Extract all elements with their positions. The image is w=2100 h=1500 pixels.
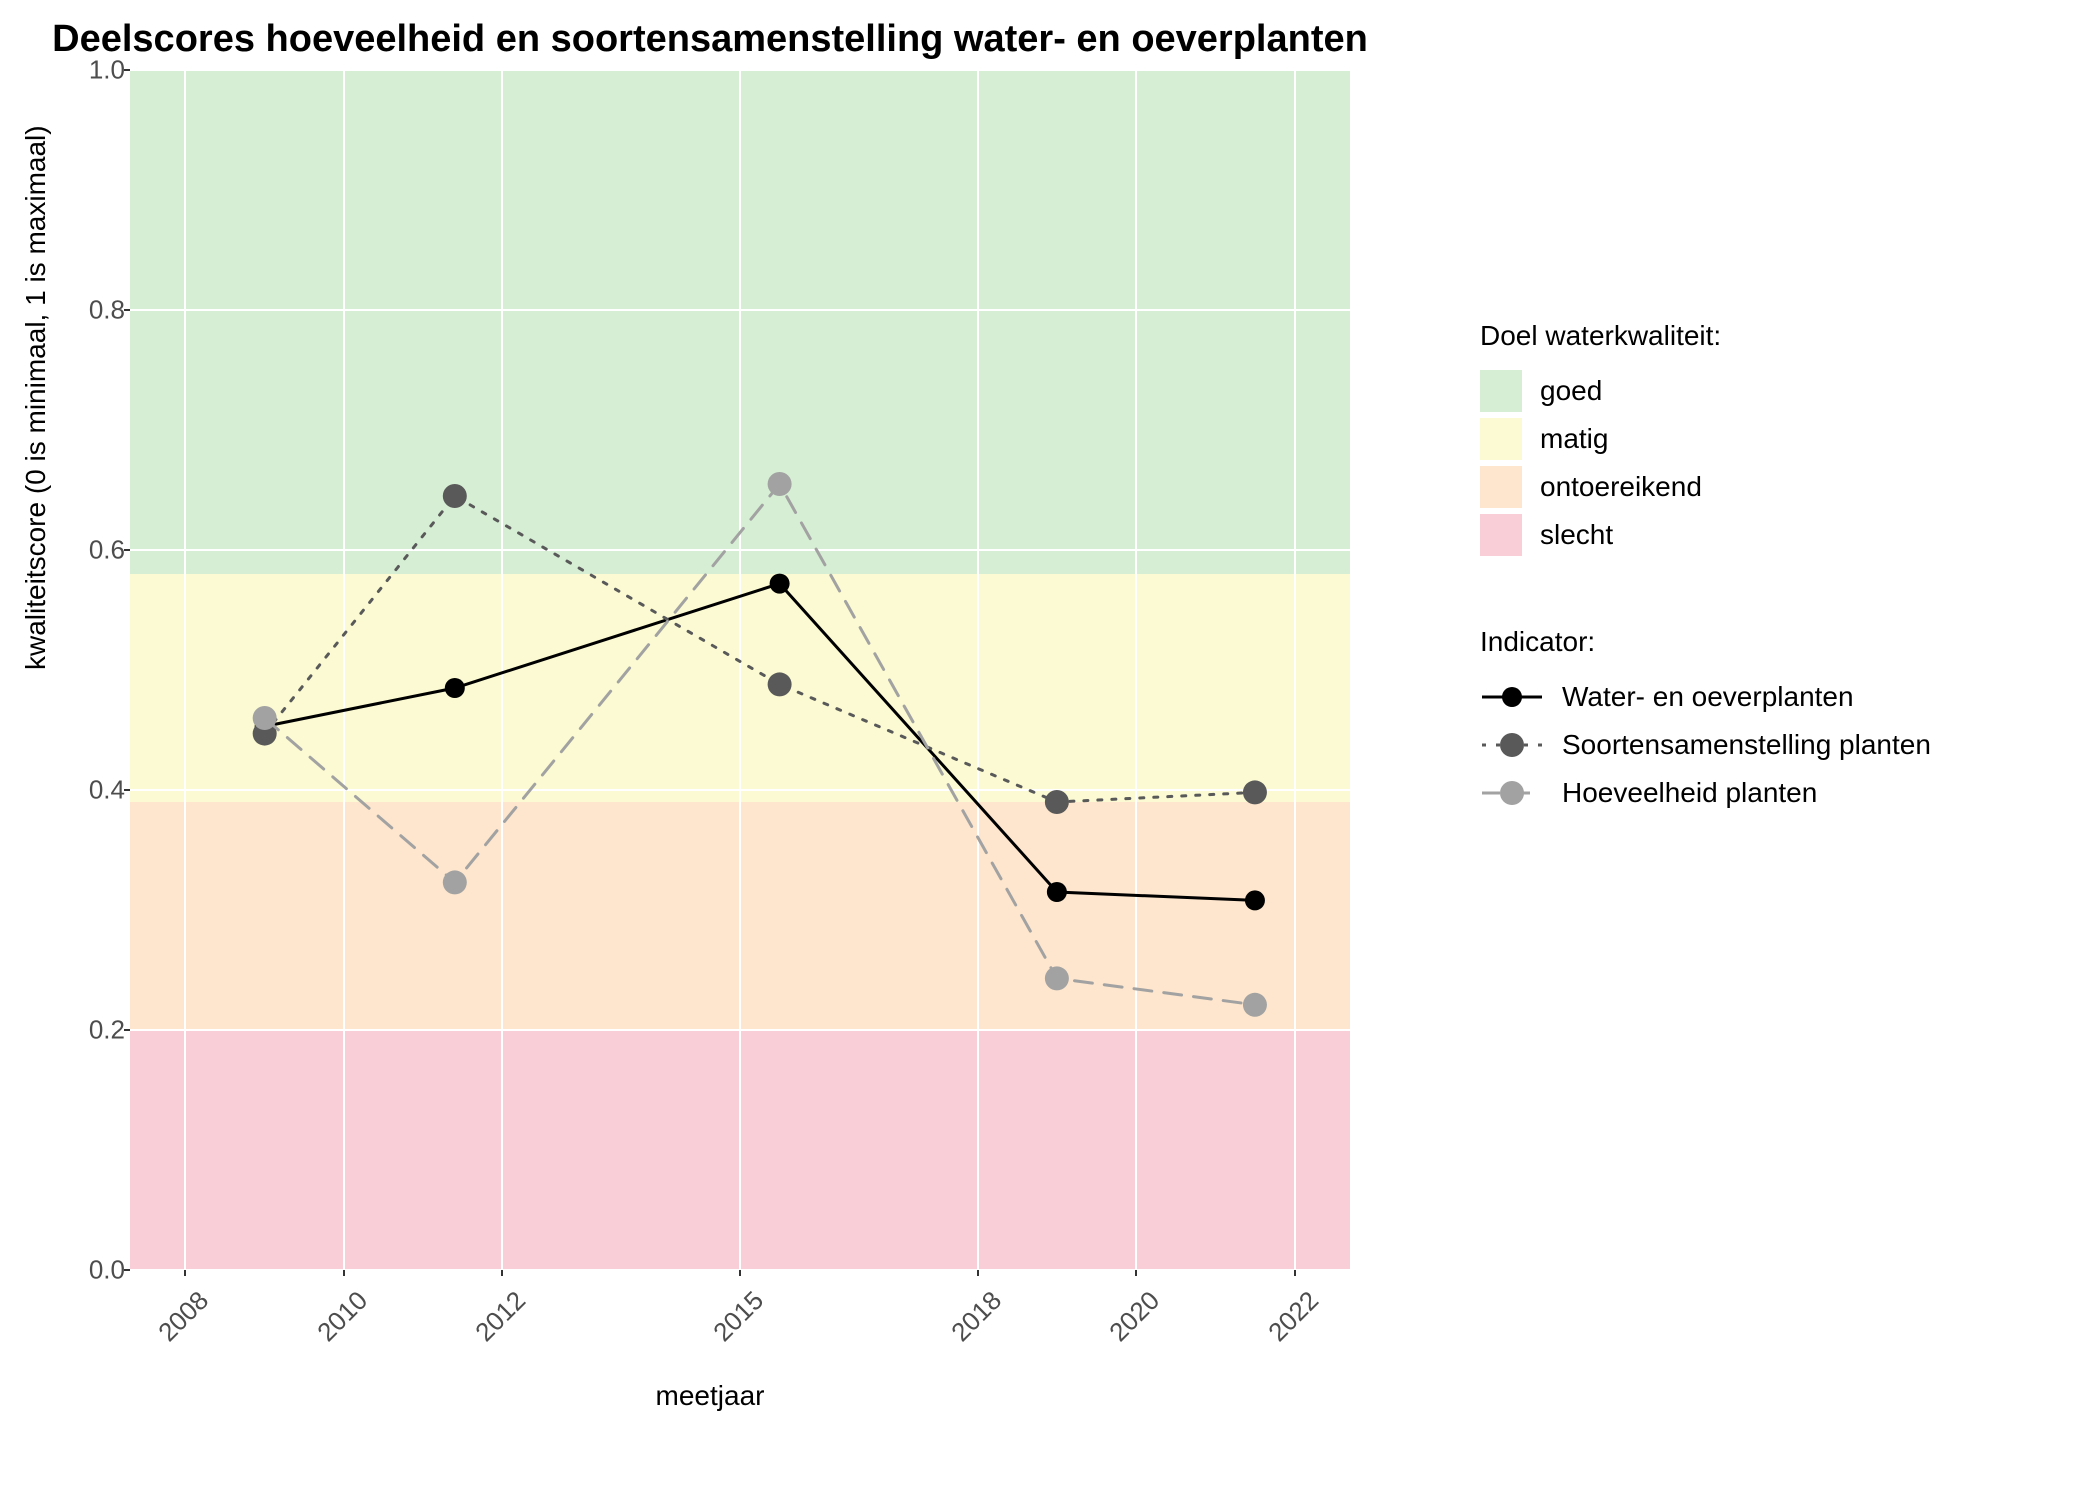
chart-lines-svg xyxy=(130,70,1350,1270)
chart-panel: Deelscores hoeveelheid en soortensamenst… xyxy=(0,0,1420,1500)
series-line xyxy=(265,496,1255,802)
legend-series-label: Soortensamenstelling planten xyxy=(1562,729,1931,761)
series-marker xyxy=(445,678,465,698)
legend-band-swatch xyxy=(1480,370,1522,412)
series-marker xyxy=(443,484,467,508)
y-axis-label: kwaliteitscore (0 is minimaal, 1 is maxi… xyxy=(20,125,52,670)
x-tick-mark xyxy=(501,1270,503,1276)
x-axis-label: meetjaar xyxy=(0,1380,1420,1412)
series-marker xyxy=(1047,882,1067,902)
legend-band-swatch xyxy=(1480,466,1522,508)
legend-bands-title: Doel waterkwaliteit: xyxy=(1480,320,2100,352)
chart-title: Deelscores hoeveelheid en soortensamenst… xyxy=(0,18,1420,61)
x-tick-label: 2015 xyxy=(691,1285,769,1363)
page-root: Deelscores hoeveelheid en soortensamenst… xyxy=(0,0,2100,1500)
legend-series-label: Hoeveelheid planten xyxy=(1562,777,1817,809)
legend-band-label: slecht xyxy=(1540,519,1613,551)
legend-band-swatch xyxy=(1480,514,1522,556)
x-tick-label: 2010 xyxy=(295,1285,373,1363)
plot-area xyxy=(130,70,1350,1270)
y-tick-mark xyxy=(124,789,130,791)
legend-band-row: goed xyxy=(1480,370,2100,412)
y-tick-label: 0.6 xyxy=(85,535,125,566)
y-tick-label: 0.2 xyxy=(85,1015,125,1046)
legend-band-row: ontoereikend xyxy=(1480,466,2100,508)
series-line xyxy=(265,484,1255,1005)
legend-series-swatch xyxy=(1480,724,1544,766)
legend-series-row: Soortensamenstelling planten xyxy=(1480,724,2100,766)
series-line xyxy=(265,584,1255,901)
series-marker xyxy=(768,472,792,496)
series-marker xyxy=(1045,790,1069,814)
legend-band-label: goed xyxy=(1540,375,1602,407)
x-tick-mark xyxy=(977,1270,979,1276)
y-tick-mark xyxy=(124,309,130,311)
y-tick-label: 0.8 xyxy=(85,295,125,326)
y-tick-label: 1.0 xyxy=(85,55,125,86)
x-tick-mark xyxy=(184,1270,186,1276)
legend-band-label: ontoereikend xyxy=(1540,471,1702,503)
x-tick-label: 2018 xyxy=(929,1285,1007,1363)
x-tick-label: 2020 xyxy=(1088,1285,1166,1363)
series-marker xyxy=(1243,993,1267,1017)
y-tick-label: 0.0 xyxy=(85,1255,125,1286)
x-tick-mark xyxy=(343,1270,345,1276)
x-tick-mark xyxy=(739,1270,741,1276)
series-marker xyxy=(1045,966,1069,990)
legend-band-label: matig xyxy=(1540,423,1608,455)
legend-series: Indicator: Water- en oeverplanten Soorten… xyxy=(1480,626,2100,814)
series-marker xyxy=(253,706,277,730)
legend-series-label: Water- en oeverplanten xyxy=(1562,681,1854,713)
y-tick-mark xyxy=(124,1029,130,1031)
series-marker xyxy=(1243,780,1267,804)
legend-panel: Doel waterkwaliteit: goed matig ontoereike… xyxy=(1420,0,2100,1500)
legend-band-row: slecht xyxy=(1480,514,2100,556)
y-tick-mark xyxy=(124,69,130,71)
x-tick-label: 2022 xyxy=(1246,1285,1324,1363)
x-tick-label: 2012 xyxy=(454,1285,532,1363)
y-tick-mark xyxy=(124,1269,130,1271)
x-tick-mark xyxy=(1135,1270,1137,1276)
y-tick-mark xyxy=(124,549,130,551)
legend-band-swatch xyxy=(1480,418,1522,460)
series-marker xyxy=(768,672,792,696)
series-marker xyxy=(443,870,467,894)
legend-bands: Doel waterkwaliteit: goed matig ontoereike… xyxy=(1480,320,2100,556)
series-marker xyxy=(770,574,790,594)
x-tick-mark xyxy=(1294,1270,1296,1276)
legend-series-row: Water- en oeverplanten xyxy=(1480,676,2100,718)
series-marker xyxy=(1245,890,1265,910)
legend-band-row: matig xyxy=(1480,418,2100,460)
legend-series-swatch xyxy=(1480,772,1544,814)
legend-series-title: Indicator: xyxy=(1480,626,2100,658)
legend-series-row: Hoeveelheid planten xyxy=(1480,772,2100,814)
legend-series-swatch xyxy=(1480,676,1544,718)
x-tick-label: 2008 xyxy=(137,1285,215,1363)
y-tick-label: 0.4 xyxy=(85,775,125,806)
